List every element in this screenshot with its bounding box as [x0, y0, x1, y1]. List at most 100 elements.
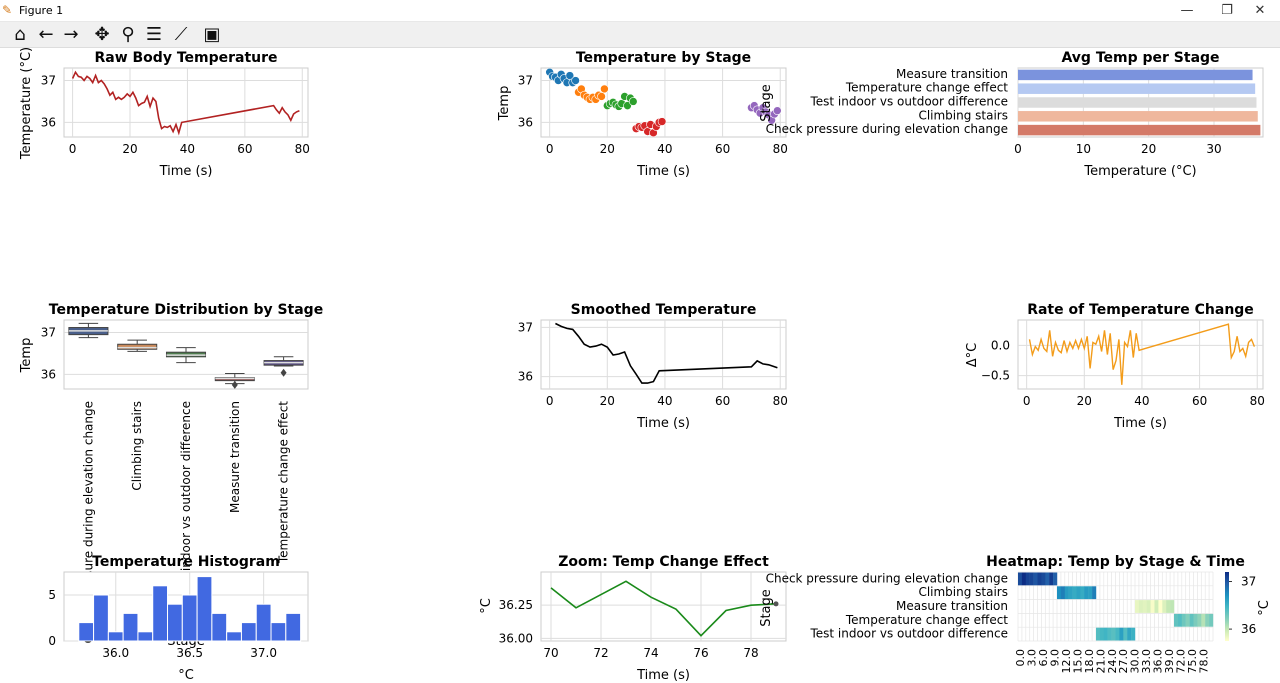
histogram-bar — [181, 594, 198, 642]
heatmap-x-tick: 30.0 — [1129, 649, 1142, 674]
x-axis-label: Temperature (°C) — [1083, 164, 1196, 179]
histogram-bar — [152, 585, 169, 642]
save-icon[interactable]: ▣ — [203, 24, 221, 45]
histogram-bar — [93, 594, 109, 642]
x-tick-label: 0 — [546, 142, 554, 156]
scatter-point — [628, 97, 638, 106]
heatmap-x-tick: 9.0 — [1048, 649, 1061, 667]
heatmap-cell — [1037, 572, 1042, 586]
x-tick-label: 60 — [237, 142, 252, 156]
y-tick-label: 37 — [41, 74, 56, 88]
y-axis-label: Δ°C — [965, 343, 980, 367]
y-tick-label: 36 — [518, 370, 533, 384]
x-tick-label: 0 — [1023, 394, 1031, 408]
y-tick-label: 36 — [41, 367, 56, 381]
close-button[interactable]: ✕ — [1254, 3, 1266, 18]
scatter-point — [623, 101, 632, 110]
heatmap-cell — [1068, 586, 1073, 600]
histogram-bar — [107, 631, 124, 642]
x-tick-label: 0 — [546, 394, 554, 408]
figure-canvas: 0 20 40 60 80 36 37 Raw Body Temperature Time (s… — [19, 48, 1272, 683]
heatmap-x-tick: 18.0 — [1083, 649, 1096, 674]
x-tick-label: 0 — [69, 142, 77, 156]
category-label: Measure transition — [896, 67, 1008, 81]
heatmap-cell — [1033, 572, 1038, 586]
x-tick-label: Climbing stairs — [130, 401, 144, 491]
colorbar — [1225, 572, 1229, 641]
y-tick-label: 36 — [518, 115, 533, 129]
heatmap-cell — [1107, 627, 1112, 641]
chart-title: Zoom: Temp Change Effect — [558, 554, 769, 570]
zoom-icon[interactable]: ⚲ — [121, 24, 135, 45]
colorbar-tick-label: 37 — [1241, 575, 1256, 589]
category-label: Temperature change effect — [845, 81, 1008, 95]
heatmap-cell — [1018, 572, 1023, 586]
heatmap-row-label: Check pressure during elevation change — [766, 571, 1008, 585]
matplotlib-app-icon: ✎ — [2, 3, 13, 17]
heatmap-cell — [1053, 572, 1058, 586]
avg-temp-bar — [1018, 111, 1258, 122]
x-tick-label: Test indoor vs outdoor difference — [179, 401, 193, 600]
y-tick-label: −0.5 — [981, 369, 1010, 383]
chart-title: Smoothed Temperature — [571, 302, 757, 318]
colorbar-tick-label: 36 — [1241, 622, 1256, 636]
heatmap-cell — [1181, 613, 1186, 627]
minimize-button[interactable]: — — [1180, 3, 1194, 18]
heatmap-x-tick: 24.0 — [1106, 649, 1119, 674]
smoothed-line — [555, 322, 778, 384]
edit-axis-icon[interactable]: ⟋ — [174, 24, 188, 45]
heatmap-cell — [1185, 613, 1190, 627]
x-tick-label: 20 — [1077, 394, 1092, 408]
heatmap-cell — [1049, 572, 1054, 586]
x-tick-label: 72 — [593, 646, 608, 660]
home-icon[interactable]: ⌂ — [14, 24, 26, 45]
y-tick-label: 37 — [41, 326, 56, 340]
x-axis-label: Time (s) — [1113, 416, 1167, 431]
histogram-bar — [270, 622, 287, 642]
heatmap-x-tick: 6.0 — [1037, 649, 1050, 667]
back-arrow-icon[interactable]: ← — [38, 24, 54, 45]
box-body — [117, 343, 158, 350]
maximize-button[interactable]: ❐ — [1221, 3, 1233, 18]
heatmap-cell — [1088, 586, 1093, 600]
x-tick-label: 80 — [295, 142, 310, 156]
heatmap-cell — [1150, 600, 1155, 613]
histogram-bar — [122, 612, 139, 642]
x-tick-label: 80 — [1250, 394, 1265, 408]
x-tick-label: 70 — [543, 646, 558, 660]
heatmap-cell — [1103, 627, 1108, 641]
x-tick-label: 20 — [1141, 142, 1156, 156]
category-label: Test indoor vs outdoor difference — [809, 95, 1008, 109]
heatmap-cell — [1197, 613, 1202, 627]
rate-line — [1028, 323, 1256, 385]
heatmap-x-tick: 21.0 — [1094, 649, 1107, 674]
heatmap-x-tick: 33.0 — [1140, 649, 1153, 674]
heatmap-cell — [1064, 586, 1069, 600]
y-tick-label: 5 — [48, 588, 56, 602]
heatmap-cell — [1060, 586, 1065, 600]
histogram-bar — [211, 612, 228, 642]
histogram-bar — [78, 622, 95, 642]
heatmap-cell — [1162, 600, 1167, 613]
y-tick-label: 36 — [41, 115, 56, 129]
x-tick-label: 40 — [180, 142, 195, 156]
heatmap-cell — [1131, 627, 1136, 641]
forward-arrow-icon[interactable]: → — [63, 24, 79, 45]
y-tick-label: 0.0 — [991, 338, 1010, 352]
x-tick-label: 20 — [600, 394, 615, 408]
scatter-point — [571, 76, 580, 85]
x-tick-label: 60 — [715, 394, 730, 408]
heatmap-x-tick: 39.0 — [1163, 649, 1176, 674]
window-titlebar: ✎ Figure 1 — ❐ ✕ — [0, 0, 1280, 22]
x-tick-label: Temperature change effect — [277, 401, 291, 564]
heatmap-cell — [1029, 572, 1034, 586]
x-tick-label: 36.0 — [102, 646, 129, 660]
chart-title: Temperature Distribution by Stage — [49, 302, 323, 318]
y-tick-label: 37 — [518, 320, 533, 334]
pan-icon[interactable]: ✥ — [94, 24, 110, 45]
histogram-bar — [285, 612, 302, 642]
x-axis-label: Time (s) — [636, 164, 690, 179]
zoom-point — [773, 601, 779, 607]
heatmap-cell — [1096, 627, 1101, 641]
configure-subplots-icon[interactable]: ☰ — [145, 24, 163, 45]
